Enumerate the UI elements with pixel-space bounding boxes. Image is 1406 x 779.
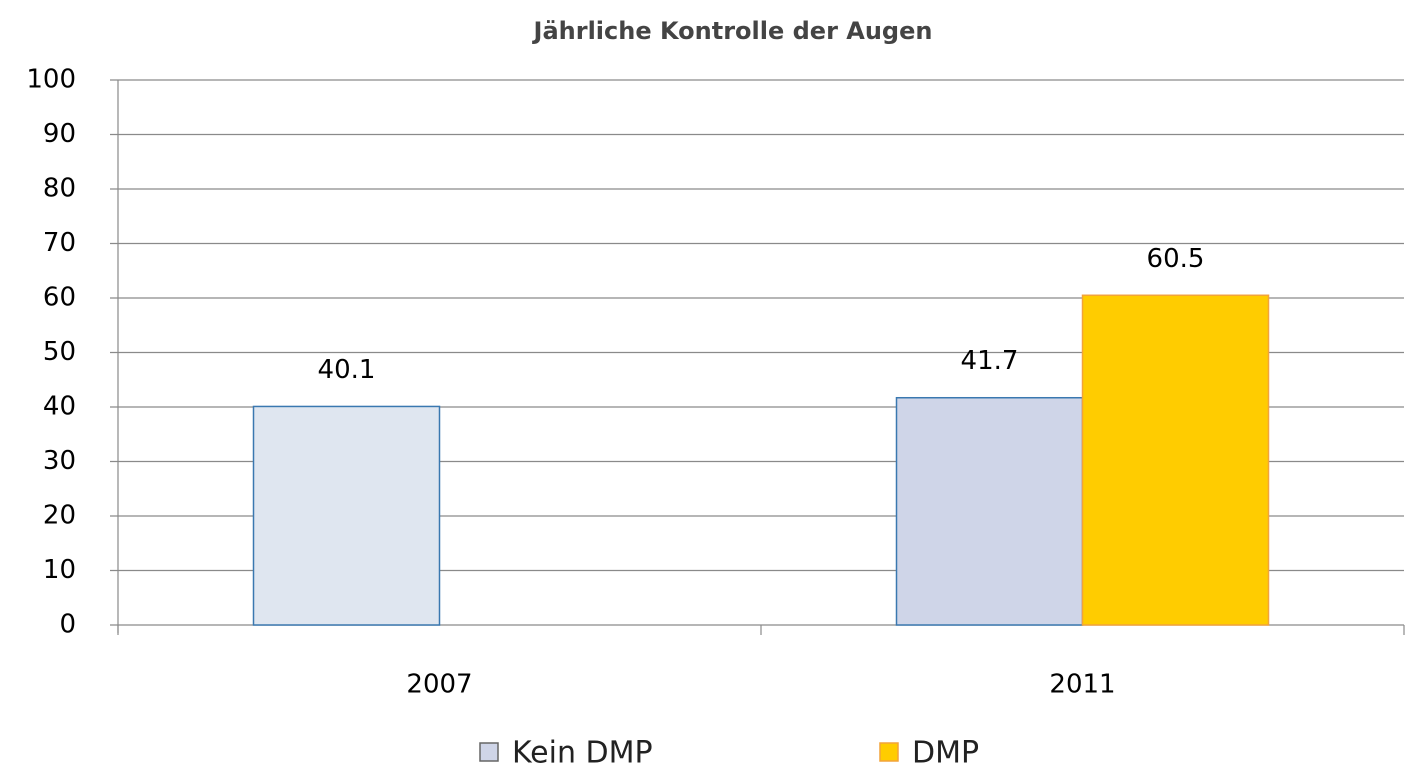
legend-swatch xyxy=(879,742,899,762)
x-tick-label: 2011 xyxy=(1049,670,1115,700)
y-tick-label: 90 xyxy=(43,119,76,149)
y-tick-label: 40 xyxy=(43,392,76,422)
x-tick-label: 2007 xyxy=(406,670,472,700)
y-tick-label: 30 xyxy=(43,446,76,476)
y-tick-label: 70 xyxy=(43,228,76,258)
y-tick-label: 80 xyxy=(43,174,76,204)
value-label: 40.1 xyxy=(318,355,376,385)
chart-title: Jährliche Kontrolle der Augen xyxy=(532,17,933,45)
y-tick-label: 50 xyxy=(43,337,76,367)
y-tick-label: 20 xyxy=(43,501,76,531)
value-label: 41.7 xyxy=(961,346,1019,376)
legend-label: Kein DMP xyxy=(512,736,653,771)
value-label: 60.5 xyxy=(1147,244,1205,274)
bar xyxy=(895,396,1084,626)
y-tick-label: 60 xyxy=(43,283,76,313)
legend-swatch xyxy=(479,742,499,762)
y-tick-label: 0 xyxy=(59,610,76,640)
bar xyxy=(252,405,441,626)
y-tick-label: 100 xyxy=(26,65,76,95)
bar xyxy=(1081,294,1270,626)
y-tick-label: 10 xyxy=(43,555,76,585)
legend-label: DMP xyxy=(912,736,979,771)
